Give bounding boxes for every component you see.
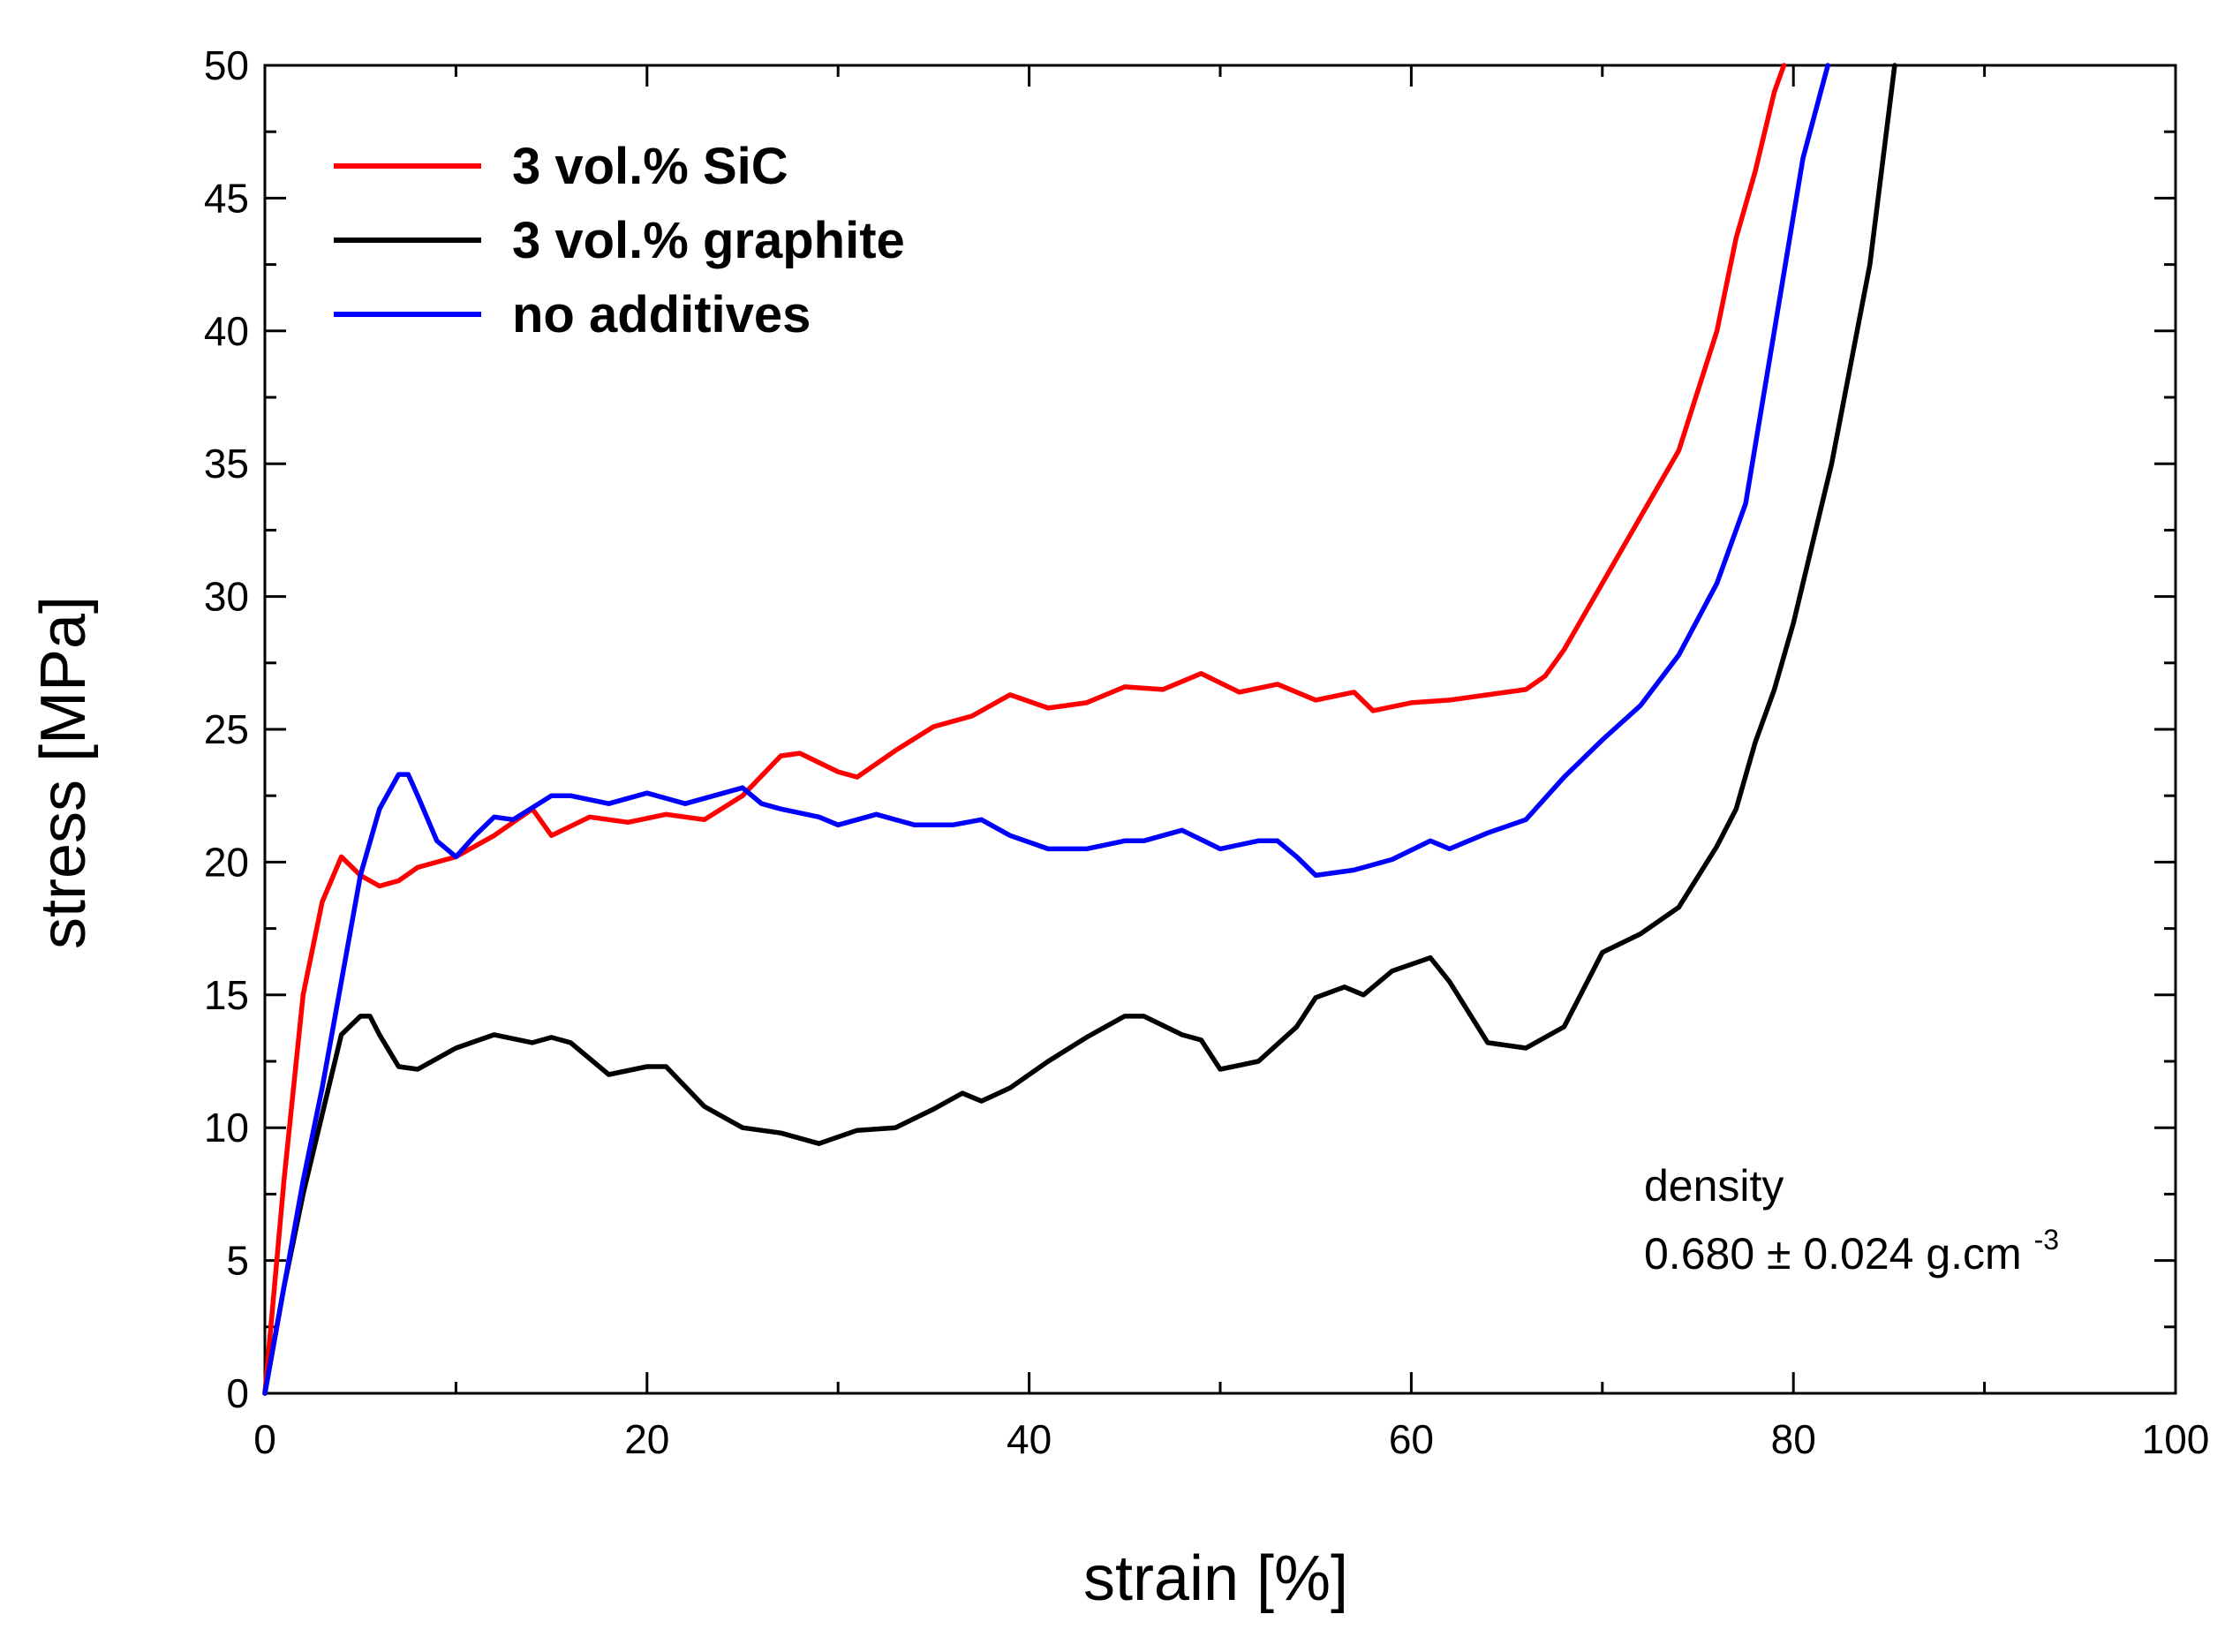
legend-label: no additives [512, 286, 811, 343]
y-axis-title: stress [MPa] [28, 596, 99, 949]
y-tick-label: 15 [204, 972, 249, 1018]
legend-label: 3 vol.% graphite [512, 212, 905, 269]
y-tick-label: 50 [204, 42, 249, 88]
legend-label: 3 vol.% SiC [512, 138, 788, 195]
y-tick-label: 30 [204, 574, 249, 620]
y-tick-label: 0 [226, 1370, 249, 1416]
x-tick-label: 40 [1007, 1416, 1052, 1462]
x-tick-label: 20 [624, 1416, 669, 1462]
legend: 3 vol.% SiC 3 vol.% graphite no additives [334, 138, 905, 343]
annotation-density-number: 0.680 ± 0.024 g.cm [1644, 1229, 2022, 1279]
x-tick-label: 60 [1389, 1416, 1434, 1462]
annotation-density-value: 0.680 ± 0.024 g.cm -3 [1644, 1224, 2059, 1279]
annotation-density-label: density [1644, 1161, 1784, 1211]
y-tick-label: 40 [204, 308, 249, 354]
y-tick-label: 20 [204, 839, 249, 885]
series-line-no-additives [262, 63, 1830, 1396]
series-line-3-vol-sic [262, 63, 1787, 1396]
series-line-3-vol-graphite [262, 63, 1897, 1396]
series-layer [262, 63, 1897, 1396]
y-tick-label: 45 [204, 175, 249, 221]
x-tick-label: 100 [2142, 1416, 2210, 1462]
y-tick-label: 35 [204, 441, 249, 487]
x-axis-title: strain [%] [1083, 1543, 1348, 1614]
x-tick-label: 80 [1771, 1416, 1816, 1462]
y-tick-label: 10 [204, 1105, 249, 1150]
y-tick-label: 5 [226, 1238, 249, 1284]
density-annotation: density 0.680 ± 0.024 g.cm -3 [1644, 1161, 2059, 1279]
y-tick-label: 25 [204, 706, 249, 752]
x-tick-label: 0 [253, 1416, 276, 1462]
axes-layer: 0 20 40 60 80 100 0 5 10 15 20 25 30 35 40 45 50 [204, 42, 2210, 1462]
annotation-density-exponent: -3 [2034, 1224, 2059, 1256]
